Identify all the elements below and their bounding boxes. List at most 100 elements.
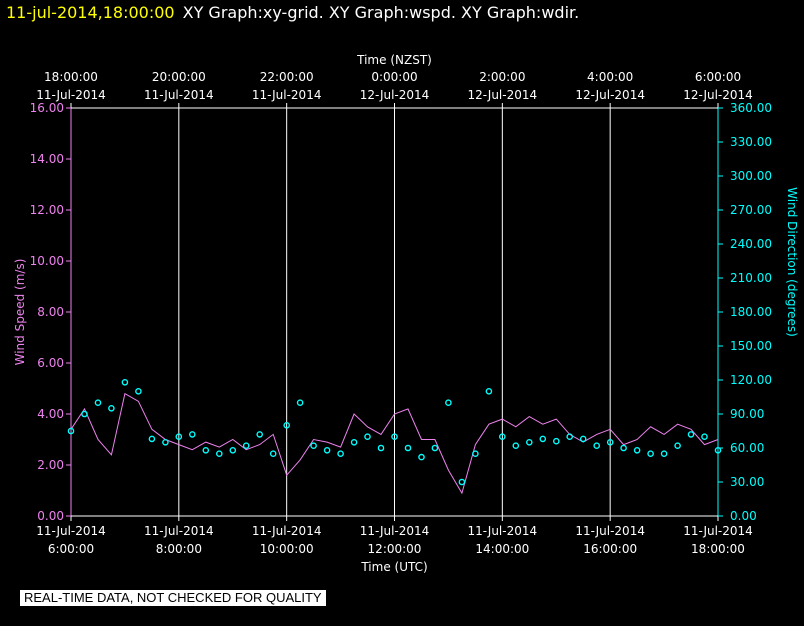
left-tick-label: 0.00 [37,509,64,523]
wind-direction-point [310,442,317,450]
left-tick-label: 2.00 [37,458,64,472]
top-tick-label-time: 20:00:00 [152,70,206,84]
wind-direction-point [67,427,75,435]
header-graph-titles: XY Graph:xy-grid. XY Graph:wspd. XY Grap… [182,3,580,22]
wind-direction-point [337,450,344,458]
top-tick-label-time: 6:00:00 [695,70,741,84]
left-tick-label: 4.00 [37,407,64,421]
left-tick-label: 16.00 [30,101,64,115]
wind-direction-point [674,442,681,450]
right-tick-label: 300.00 [730,169,772,183]
wind-direction-point [162,438,169,446]
top-tick-label-date: 12-Jul-2014 [360,88,430,102]
top-tick-label-time: 0:00:00 [371,70,417,84]
x-tick-label-date: 11-Jul-2014 [144,524,214,538]
wind-speed-line [70,392,719,495]
left-axis-title: Wind Speed (m/s) [13,259,27,366]
right-tick-label: 330.00 [730,135,772,149]
x-tick-label-time: 18:00:00 [691,542,745,556]
wind-direction-point [256,431,264,438]
right-tick-label: 210.00 [730,271,772,285]
top-tick-label-time: 4:00:00 [587,70,633,84]
header-timestamp: 11-jul-2014,18:00:00 [6,3,175,22]
wind-direction-point [391,433,398,441]
right-tick-label: 90.00 [730,407,764,421]
right-axis-title: Wind Direction (degrees) [785,187,799,337]
wind-direction-point [108,404,115,412]
wind-direction-point [445,399,452,407]
top-tick-label-time: 2:00:00 [479,70,525,84]
wind-direction-point [485,387,493,395]
right-tick-label: 180.00 [730,305,772,319]
wind-direction-point [296,399,304,407]
x-tick-label-date: 11-Jul-2014 [575,524,645,538]
wind-direction-point [526,438,533,446]
wind-direction-point [660,450,668,458]
x-tick-label-time: 12:00:00 [368,542,422,556]
right-tick-label: 60.00 [730,441,764,455]
wind-direction-point [121,378,129,386]
wind-direction-point [498,433,506,441]
wind-direction-point [714,446,722,454]
wind-direction-point [687,431,695,438]
wind-direction-point [579,435,587,443]
x-tick-label-time: 10:00:00 [260,542,314,556]
x-tick-label-time: 14:00:00 [475,542,529,556]
wind-direction-point [202,446,210,454]
wind-direction-point [350,438,358,446]
wind-direction-point [647,450,654,458]
right-tick-label: 120.00 [730,373,772,387]
x-tick-label-date: 11-Jul-2014 [252,524,322,538]
wind-direction-point [593,442,601,450]
top-tick-label-date: 11-Jul-2014 [252,88,322,102]
top-tick-label-time: 22:00:00 [260,70,314,84]
wind-direction-point [701,433,708,441]
x-tick-label-date: 11-Jul-2014 [468,524,538,538]
wind-direction-point [135,387,142,395]
wind-direction-point [215,450,223,458]
top-tick-label-date: 12-Jul-2014 [683,88,753,102]
wind-direction-point [148,435,156,443]
wind-direction-point [188,431,196,438]
x-tick-label-date: 11-Jul-2014 [36,524,106,538]
right-tick-label: 360.00 [730,101,772,115]
graph-header: 11-jul-2014,18:00:00 XY Graph:xy-grid. XY… [6,3,579,22]
wind-direction-point [472,450,479,458]
wind-direction-point [512,442,520,450]
x-tick-label-time: 8:00:00 [156,542,202,556]
top-tick-label-date: 11-Jul-2014 [36,88,106,102]
x-tick-label-date: 11-Jul-2014 [360,524,430,538]
x-tick-label-date: 11-Jul-2014 [683,524,753,538]
top-axis-title: Time (NZST) [356,53,432,67]
wind-direction-point [94,399,102,407]
wind-direction-point [404,444,412,452]
bottom-axis-title: Time (UTC) [360,560,427,574]
right-tick-label: 270.00 [730,203,772,217]
wind-direction-point [620,444,627,452]
wind-direction-point [242,442,250,450]
top-tick-label-date: 12-Jul-2014 [575,88,645,102]
wind-direction-point [283,421,291,429]
right-tick-label: 0.00 [730,509,757,523]
left-tick-label: 6.00 [37,356,64,370]
right-tick-label: 150.00 [730,339,772,353]
wind-direction-point [175,433,183,441]
top-tick-label-date: 12-Jul-2014 [468,88,538,102]
wind-direction-point [364,433,371,441]
wind-direction-point [81,410,88,418]
x-tick-label-time: 6:00:00 [48,542,94,556]
right-tick-label: 240.00 [730,237,772,251]
top-tick-label-date: 11-Jul-2014 [144,88,214,102]
wind-direction-point [539,435,547,443]
wind-direction-point [553,437,560,445]
wind-direction-point [418,453,425,461]
wind-direction-point [431,444,439,452]
left-tick-label: 10.00 [30,254,64,268]
wind-direction-point [269,450,277,458]
wind-direction-point [606,438,614,446]
wind-direction-point [566,433,574,441]
wind-direction-point [458,478,466,486]
top-tick-label-time: 18:00:00 [44,70,98,84]
wind-direction-point [633,446,641,454]
left-tick-label: 12.00 [30,203,64,217]
